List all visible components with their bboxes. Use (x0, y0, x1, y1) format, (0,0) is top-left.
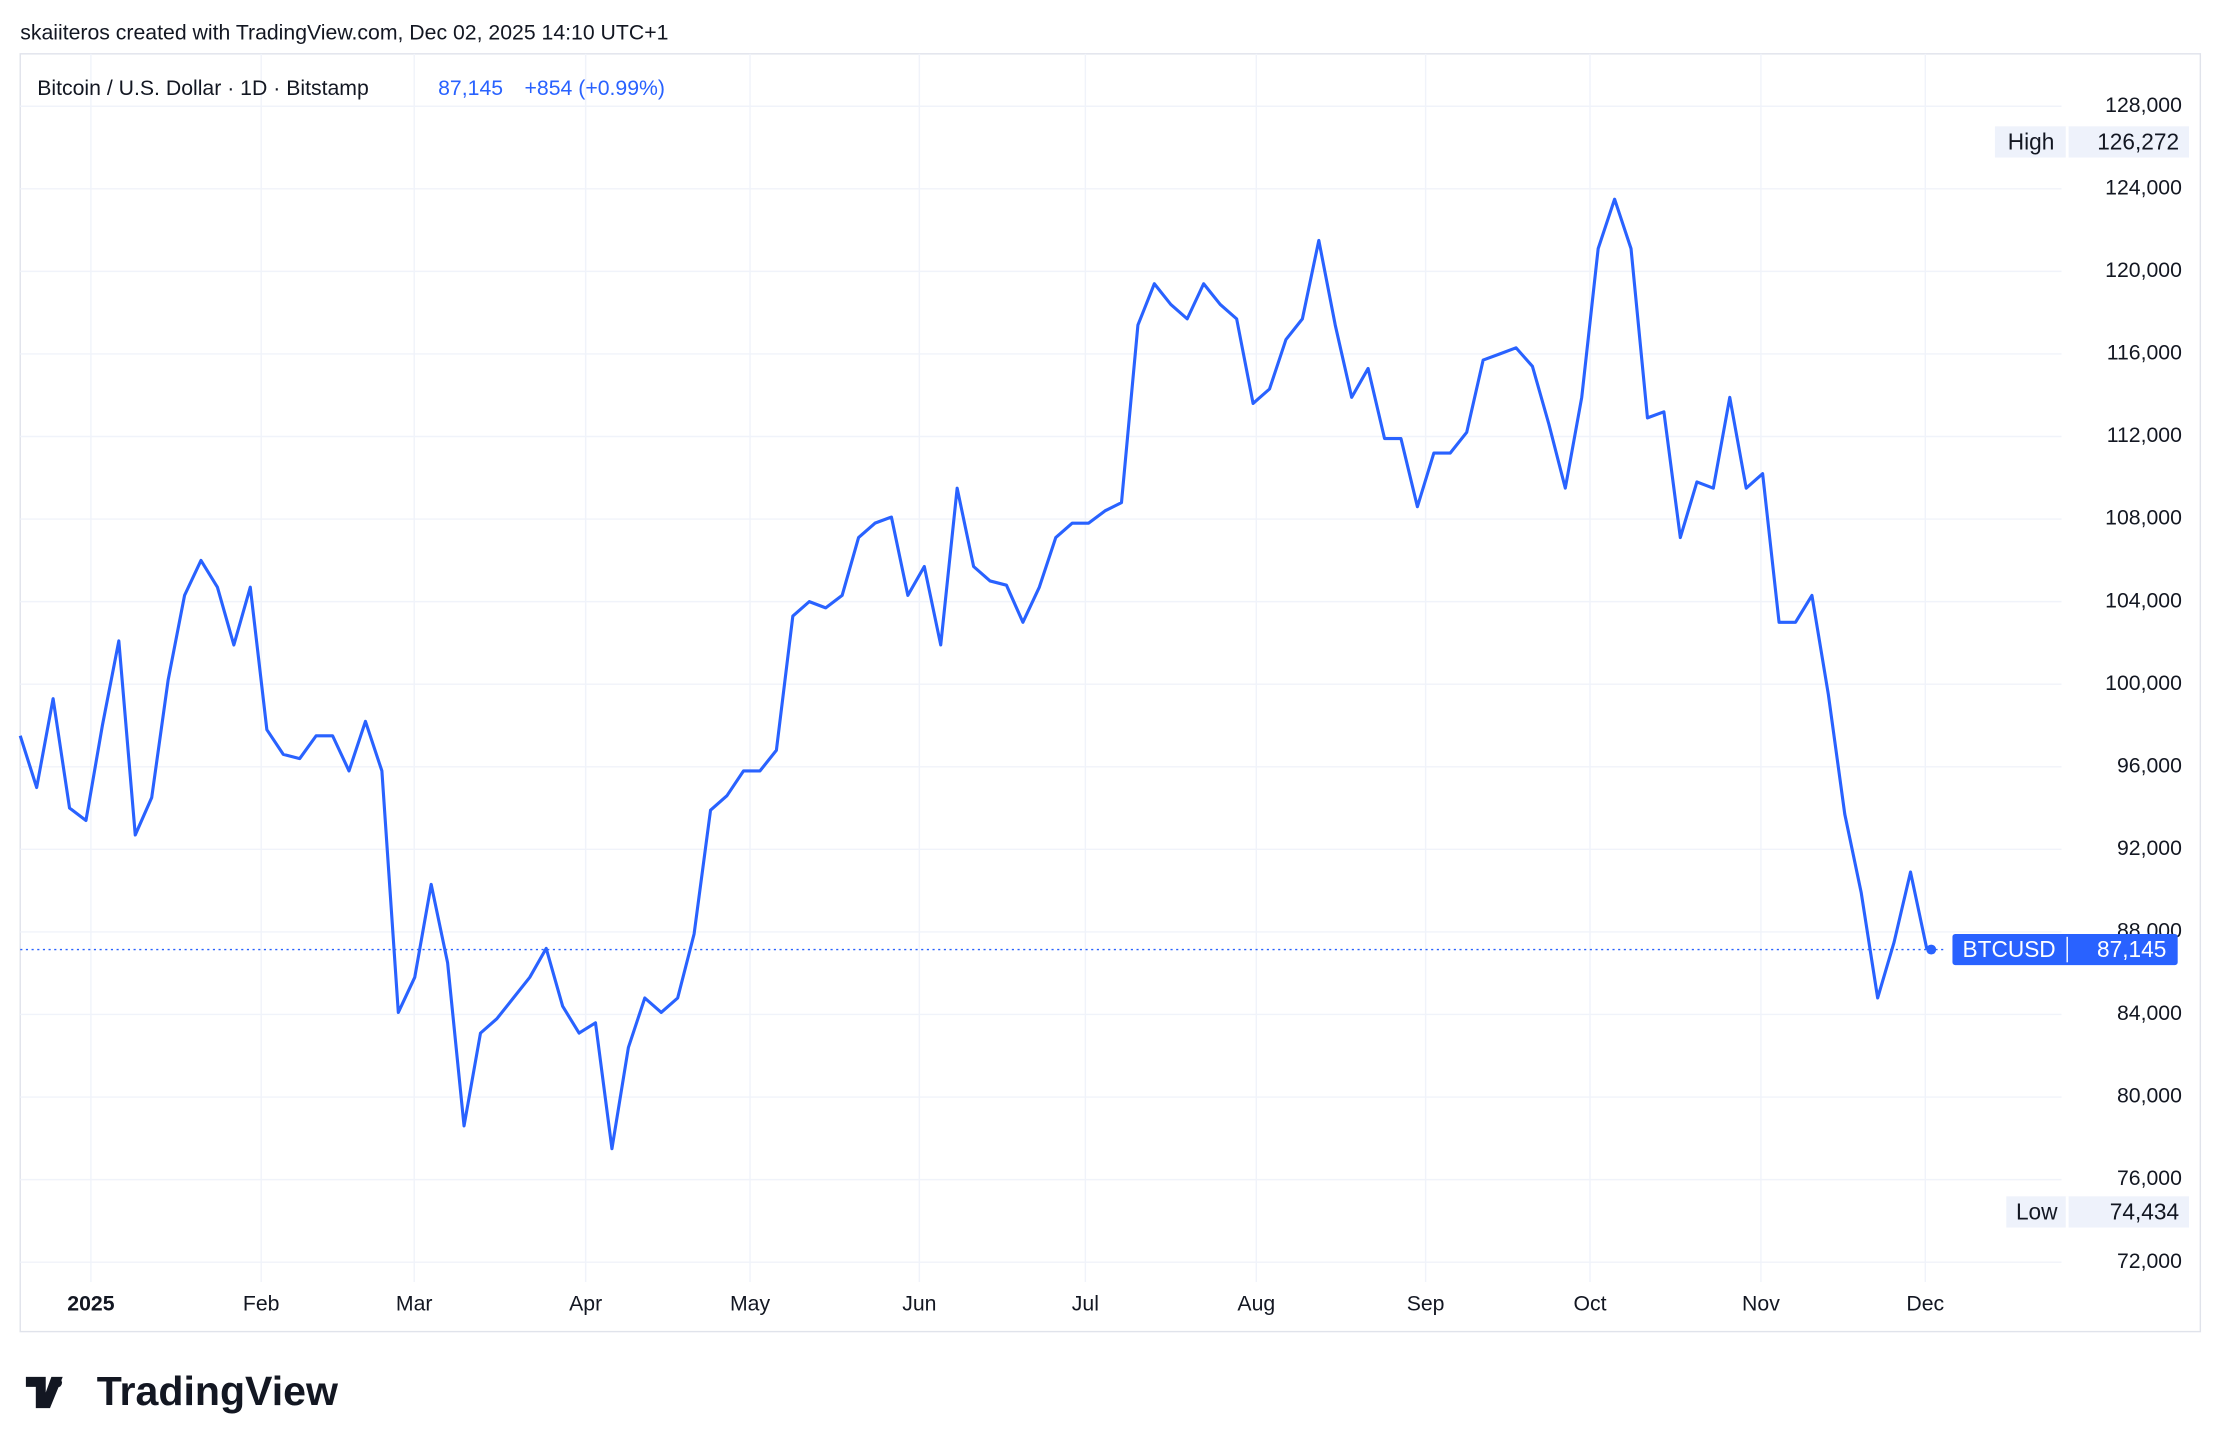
low-tag (2006, 1196, 2190, 1228)
logo: TradingView (25, 1368, 339, 1414)
y-tick-label: 116,000 (2107, 341, 2182, 365)
x-tick-label: 2025 (67, 1291, 114, 1315)
x-tick-label: Feb (243, 1291, 280, 1315)
x-tick-label: Jun (902, 1291, 936, 1315)
x-tick-label: Oct (1573, 1291, 1606, 1315)
low-label: 74,434 (2110, 1198, 2179, 1224)
last-price-tag (1952, 933, 2178, 966)
price-line (18, 197, 1929, 1151)
last-price-label: 87,145 (2097, 936, 2166, 962)
y-tick-label: 96,000 (2117, 753, 2182, 777)
x-tick-label: Sep (1407, 1291, 1445, 1315)
y-tick-label: 108,000 (2105, 506, 2182, 530)
y-tick-label: 124,000 (2105, 175, 2182, 199)
last-price-dot (1926, 944, 1937, 955)
last-price-name: BTCUSD (1963, 936, 2056, 962)
y-tick-label: 112,000 (2107, 423, 2182, 447)
y-tick-label: 72,000 (2117, 1249, 2182, 1273)
symbol: Bitcoin / U.S. Dollar · 1D · Bitstamp (37, 76, 369, 100)
y-tick-label: 92,000 (2117, 836, 2182, 860)
x-tick-label: Dec (1906, 1291, 1944, 1315)
y-tick-label: 84,000 (2117, 1001, 2182, 1025)
credit: skaiiteros created with TradingView.com,… (20, 21, 668, 45)
y-tick-label: 120,000 (2105, 258, 2182, 282)
y-tick-label: 80,000 (2117, 1084, 2182, 1108)
x-tick-label: Nov (1742, 1291, 1780, 1315)
header-change: +854 (+0.99%) (525, 76, 665, 100)
x-tick-label: Jul (1072, 1291, 1099, 1315)
low-name: Low (2016, 1198, 2058, 1224)
y-tick-label: 128,000 (2105, 93, 2182, 117)
y-tick-label: 104,000 (2105, 588, 2182, 612)
y-tick-label: 100,000 (2105, 671, 2182, 695)
high-name: High (2008, 128, 2055, 154)
y-tick-label: 76,000 (2117, 1166, 2182, 1190)
header-price: 87,145 (438, 76, 503, 100)
logo-dot (52, 1377, 63, 1388)
x-tick-label: Aug (1237, 1291, 1275, 1315)
high-tag (1994, 126, 2190, 158)
brand: TradingView (97, 1368, 339, 1414)
high-label: 126,272 (2097, 128, 2179, 154)
frame (19, 53, 2202, 1333)
x-tick-label: Apr (569, 1291, 602, 1315)
x-tick-label: May (730, 1291, 770, 1315)
x-tick-label: Mar (396, 1291, 433, 1315)
